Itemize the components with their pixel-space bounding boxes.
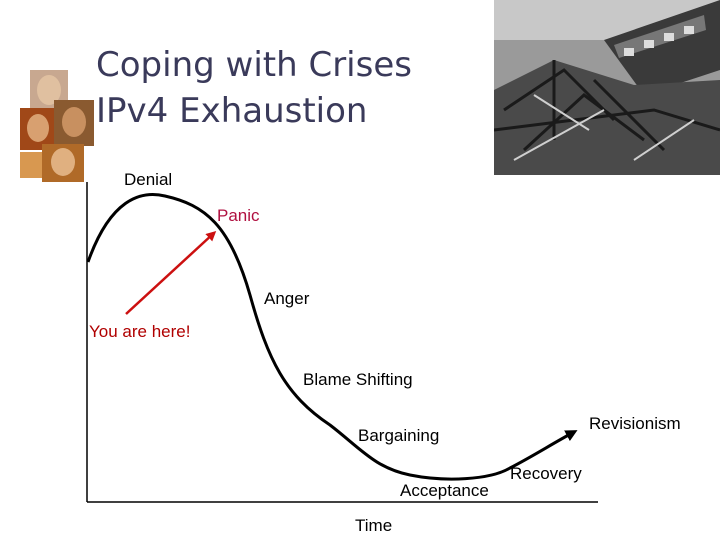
label-anger: Anger [264,289,310,308]
label-acceptance: Acceptance [400,481,489,500]
label-recovery: Recovery [510,464,582,483]
x-axis-label: Time [355,516,393,535]
faces-collage-image [20,70,94,182]
train-wreck-photo [494,0,720,175]
label-panic: Panic [217,206,260,225]
label-blame-shifting: Blame Shifting [303,370,413,389]
label-denial: Denial [124,170,173,189]
label-revisionism: Revisionism [589,414,681,433]
label-you-are-here: You are here! [89,322,191,341]
coping-curve [86,193,578,481]
label-bargaining: Bargaining [358,426,440,445]
slide-title: Coping with Crises IPv4 Exhaustion [96,42,412,134]
title-line-2: IPv4 Exhaustion [96,91,368,131]
title-line-1: Coping with Crises [96,45,412,85]
you-are-here-arrow [125,230,217,315]
